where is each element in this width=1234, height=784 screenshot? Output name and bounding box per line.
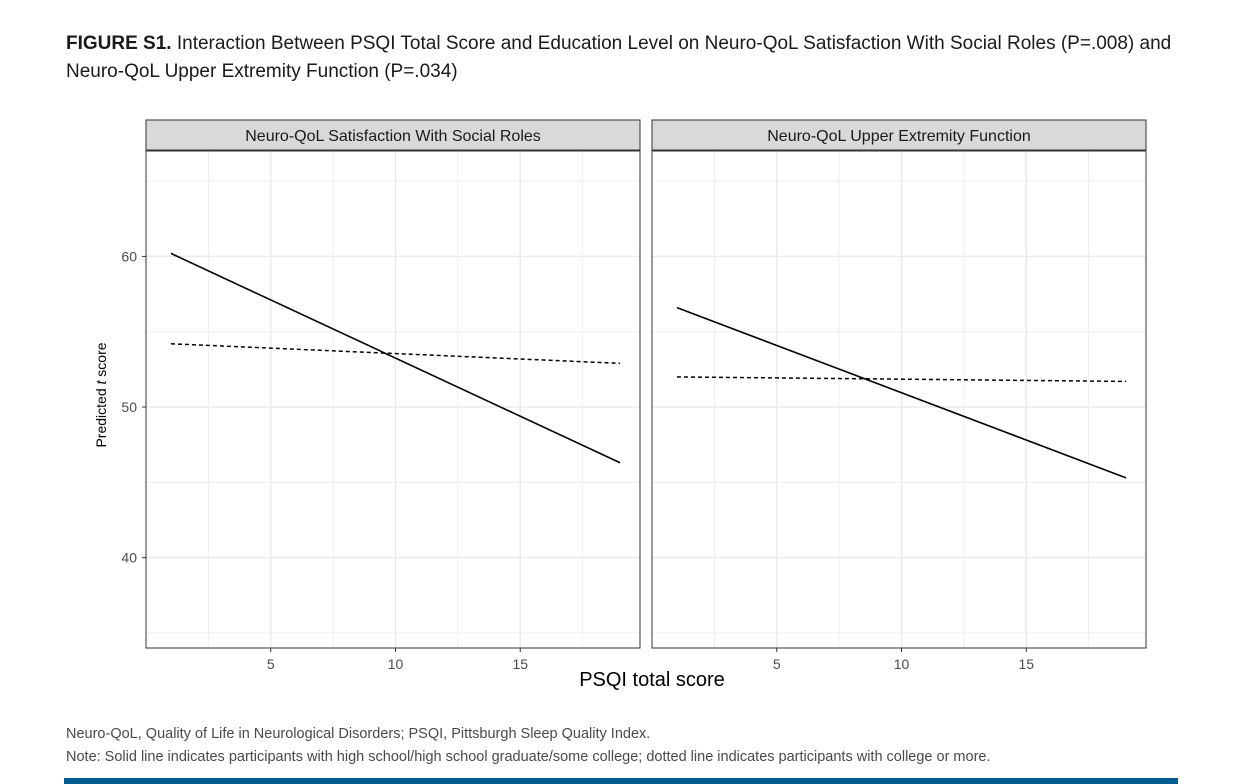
- x-tick-label: 5: [773, 656, 781, 672]
- figure-label: FIGURE S1.: [66, 33, 172, 54]
- bottom-rule: [64, 778, 1178, 784]
- y-axis-title: Predicted t score: [93, 342, 109, 447]
- series-line-dotted: [170, 343, 621, 365]
- x-tick-label: 5: [267, 656, 275, 672]
- panel-border: [651, 150, 1147, 649]
- x-tick-label: 15: [1018, 656, 1034, 672]
- panel-strip: [145, 119, 641, 151]
- panel-border: [145, 150, 641, 649]
- series-line-solid: [676, 306, 1127, 479]
- panel-strip: [651, 119, 1147, 151]
- series-line-solid: [170, 252, 621, 464]
- panel-title: Neuro-QoL Upper Extremity Function: [767, 128, 1031, 145]
- figure-title-text: Interaction Between PSQI Total Score and…: [66, 33, 1172, 82]
- figure-title: FIGURE S1. Interaction Between PSQI Tota…: [66, 30, 1196, 86]
- series-line-dotted: [676, 376, 1127, 383]
- x-tick-label: 10: [894, 656, 910, 672]
- x-axis-title: PSQI total score: [579, 669, 725, 691]
- faceted-line-chart: Neuro-QoL Satisfaction With Social Roles…: [93, 119, 1147, 691]
- legend-note: Note: Solid line indicates participants …: [66, 749, 991, 765]
- x-tick-label: 10: [388, 656, 404, 672]
- y-tick-label: 40: [121, 550, 137, 566]
- x-tick-label: 15: [512, 656, 528, 672]
- panel-title: Neuro-QoL Satisfaction With Social Roles: [245, 128, 541, 145]
- abbreviations-footnote: Neuro-QoL, Quality of Life in Neurologic…: [66, 726, 651, 742]
- y-tick-label: 50: [121, 399, 137, 415]
- y-tick-label: 60: [121, 248, 137, 264]
